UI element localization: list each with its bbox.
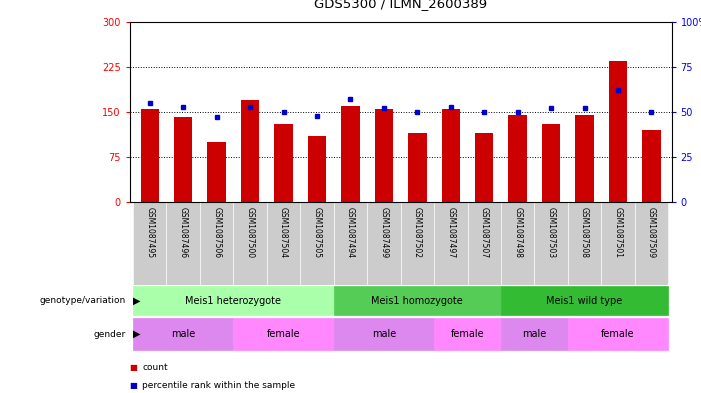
- Bar: [568, 202, 601, 285]
- Bar: [233, 318, 334, 350]
- Text: Meis1 wild type: Meis1 wild type: [547, 296, 622, 306]
- Bar: [375, 109, 393, 202]
- Bar: [174, 117, 192, 202]
- Bar: [475, 133, 494, 202]
- Text: count: count: [142, 363, 168, 372]
- Bar: [442, 109, 460, 202]
- Bar: [601, 202, 635, 285]
- Text: male: male: [372, 329, 396, 339]
- Bar: [501, 202, 534, 285]
- Text: GSM1087502: GSM1087502: [413, 207, 422, 257]
- Text: ■: ■: [130, 363, 137, 372]
- Text: GSM1087508: GSM1087508: [580, 207, 589, 257]
- Bar: [576, 115, 594, 202]
- Bar: [408, 133, 426, 202]
- Bar: [308, 136, 326, 202]
- Bar: [274, 124, 293, 202]
- Text: female: female: [451, 329, 484, 339]
- Text: GSM1087495: GSM1087495: [145, 207, 154, 258]
- Bar: [534, 202, 568, 285]
- Bar: [133, 286, 334, 315]
- Bar: [501, 286, 668, 315]
- Text: ■: ■: [130, 381, 137, 389]
- Text: GSM1087507: GSM1087507: [479, 207, 489, 258]
- Bar: [401, 202, 434, 285]
- Text: female: female: [267, 329, 300, 339]
- Bar: [501, 318, 568, 350]
- Bar: [468, 202, 501, 285]
- Bar: [141, 109, 159, 202]
- Bar: [635, 202, 668, 285]
- Bar: [609, 61, 627, 202]
- Text: GSM1087494: GSM1087494: [346, 207, 355, 258]
- Text: GSM1087501: GSM1087501: [613, 207, 622, 257]
- Text: GSM1087498: GSM1087498: [513, 207, 522, 257]
- Bar: [207, 142, 226, 202]
- Text: GSM1087509: GSM1087509: [647, 207, 656, 258]
- Bar: [334, 318, 434, 350]
- Text: gender: gender: [94, 330, 126, 338]
- Bar: [367, 202, 401, 285]
- Bar: [434, 318, 501, 350]
- Bar: [568, 318, 668, 350]
- Text: percentile rank within the sample: percentile rank within the sample: [142, 381, 295, 389]
- Text: GSM1087505: GSM1087505: [313, 207, 322, 258]
- Bar: [300, 202, 334, 285]
- Bar: [133, 318, 233, 350]
- Bar: [233, 202, 267, 285]
- Bar: [334, 286, 501, 315]
- Bar: [341, 106, 360, 202]
- Text: GSM1087500: GSM1087500: [245, 207, 254, 258]
- Text: GSM1087504: GSM1087504: [279, 207, 288, 258]
- Text: male: male: [522, 329, 547, 339]
- Bar: [334, 202, 367, 285]
- Text: GSM1087497: GSM1087497: [447, 207, 455, 258]
- Text: GSM1087503: GSM1087503: [547, 207, 556, 258]
- Bar: [241, 100, 259, 202]
- Bar: [200, 202, 233, 285]
- Text: female: female: [601, 329, 635, 339]
- Text: GDS5300 / ILMN_2600389: GDS5300 / ILMN_2600389: [314, 0, 487, 10]
- Bar: [542, 124, 560, 202]
- Bar: [166, 202, 200, 285]
- Text: Meis1 homozygote: Meis1 homozygote: [372, 296, 463, 306]
- Bar: [434, 202, 468, 285]
- Text: male: male: [171, 329, 196, 339]
- Text: genotype/variation: genotype/variation: [40, 296, 126, 305]
- Text: Meis1 heterozygote: Meis1 heterozygote: [185, 296, 281, 306]
- Text: ▶: ▶: [133, 329, 141, 339]
- Text: GSM1087496: GSM1087496: [179, 207, 188, 258]
- Text: GSM1087499: GSM1087499: [379, 207, 388, 258]
- Bar: [642, 130, 660, 202]
- Bar: [133, 202, 166, 285]
- Bar: [267, 202, 300, 285]
- Text: ▶: ▶: [133, 296, 141, 306]
- Text: GSM1087506: GSM1087506: [212, 207, 221, 258]
- Bar: [508, 115, 527, 202]
